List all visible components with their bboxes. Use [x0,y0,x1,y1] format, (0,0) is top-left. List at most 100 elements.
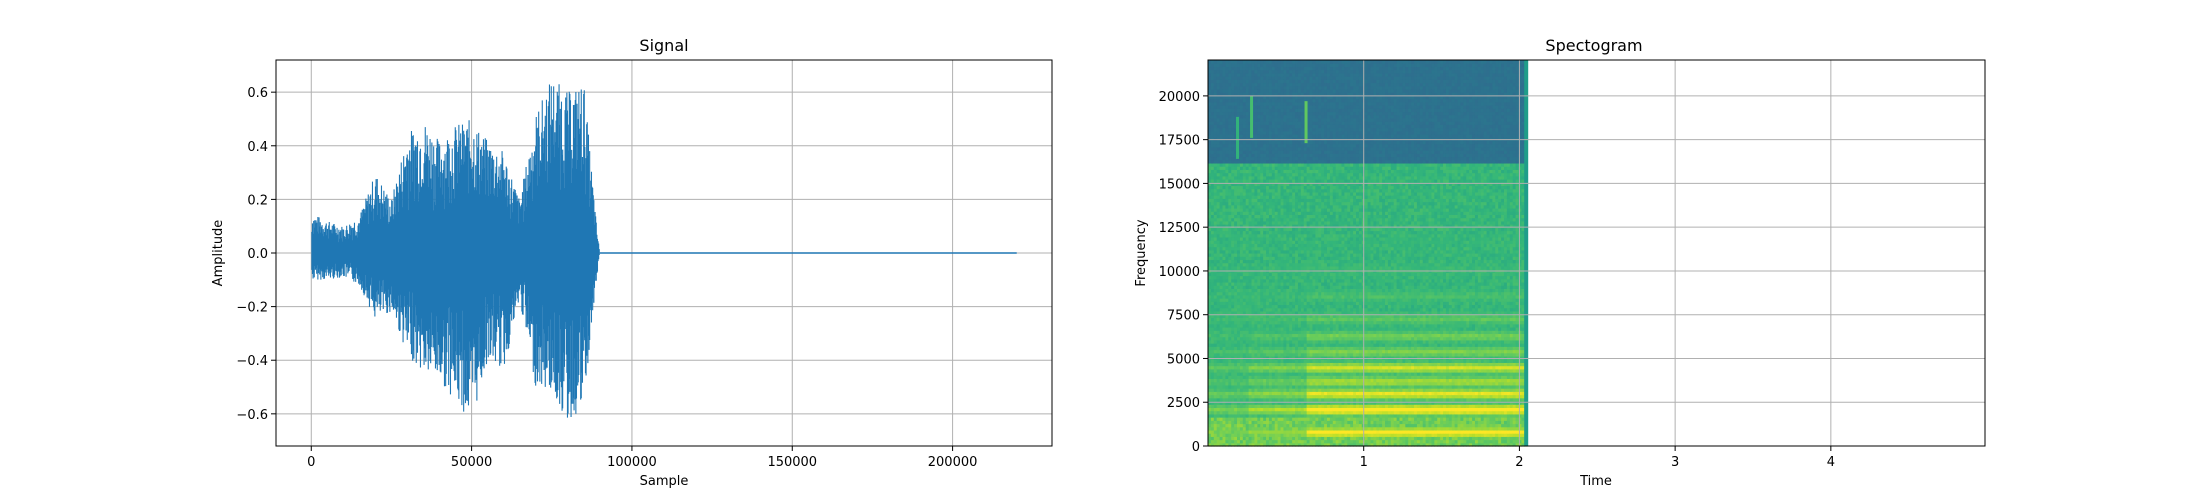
spectrogram-cell [1260,420,1264,425]
spectrogram-cell [1263,339,1267,344]
spectrogram-cell [1237,429,1241,434]
spectrogram-cell [1210,191,1215,196]
spectrogram-cell [1318,117,1322,122]
spectrogram-cell [1251,442,1256,447]
spectrogram-cell [1225,410,1229,415]
spectrogram-cell [1237,92,1241,96]
spectrogram-cell [1237,191,1241,196]
spectrogram-cell [1231,326,1235,331]
spectrogram-cell [1306,143,1311,148]
spectrogram-cell [1260,372,1264,376]
spectrogram-cell [1280,150,1285,154]
spectrogram-cell [1289,256,1293,261]
spectrogram-cell [1213,137,1218,142]
spectrogram-cell [1326,365,1331,370]
spectrogram-cell [1222,159,1227,164]
spectrogram-cell [1286,191,1290,196]
spectrogram-cell [1213,317,1218,322]
spectrogram-cell [1324,69,1328,74]
spectrogram-cell [1315,304,1319,309]
spectrogram-cell [1297,394,1302,399]
spectrogram-cell [1300,310,1305,315]
spectrogram-cell [1326,372,1331,376]
spectrogram-cell [1245,82,1250,87]
spectrogram-cell [1242,105,1247,109]
spectrogram-cell [1309,220,1314,225]
spectrogram-cell [1254,82,1258,87]
spectrogram-cell [1245,233,1250,238]
spectrogram-cell [1266,79,1270,84]
spectrogram-cell [1263,355,1267,360]
spectrogram-cell [1239,330,1244,335]
spectrogram-cell [1315,301,1319,306]
spectrogram-cell [1277,285,1282,289]
spectrogram-cell [1225,233,1229,238]
spectrogram-cell [1237,285,1241,289]
spectrogram-cell [1263,368,1267,373]
spectrogram-cell [1324,76,1328,80]
spectrogram-cell [1245,333,1250,338]
spectrogram-cell [1210,394,1215,399]
spectrogram-cell [1237,388,1241,392]
spectrogram-cell [1286,227,1290,232]
spectrogram-cell [1324,191,1328,196]
spectrogram-cell [1254,191,1258,196]
spectrogram-cell [1237,230,1241,235]
spectrogram-cell [1318,339,1322,344]
spectrogram-cell [1309,124,1314,129]
spectrogram-cell [1324,217,1328,222]
spectrogram-cell [1324,211,1328,215]
spectrogram-cell [1263,262,1267,267]
spectrogram-cell [1260,230,1264,235]
spectrogram-cell [1309,172,1314,177]
spectrogram-cell [1303,256,1308,261]
spectrogram-cell [1312,349,1316,354]
spectrogram-cell [1271,150,1276,154]
spectrogram-cell [1231,317,1235,322]
spectrogram-cell [1242,182,1247,187]
spectrogram-cell [1326,400,1331,405]
spectrogram-cell [1213,433,1218,437]
spectrogram-cell [1216,372,1221,376]
spectrogram-cell [1268,92,1273,96]
spectrogram-cell [1297,355,1302,360]
spectrogram-cell [1216,66,1221,71]
spectrogram-cell [1234,310,1238,315]
spectrogram-cell [1289,272,1293,277]
spectrogram-cell [1222,285,1227,289]
spectrogram-cell [1280,288,1285,293]
spectrogram-cell [1312,339,1316,344]
spectrogram-cell [1300,272,1305,277]
spectrogram-cell [1248,207,1253,212]
spectrogram-cell [1239,133,1244,138]
spectrogram-cell [1228,355,1232,360]
spectrogram-cell [1312,101,1316,106]
spectrogram-cell [1324,433,1328,437]
spectrogram-cell [1324,233,1328,238]
spectrogram-cell [1318,304,1322,309]
spectrogram-cell [1251,429,1256,434]
spectrogram-cell [1324,375,1328,380]
spectrogram-cell [1251,413,1256,418]
spectrogram-cell [1324,124,1328,129]
spectrogram-cell [1303,359,1308,363]
spectrogram-cell [1254,365,1258,370]
spectrogram-cell [1295,191,1299,196]
spectrogram-cell [1289,304,1293,309]
spectrogram-cell [1300,92,1305,96]
spectrogram-cell [1309,137,1314,142]
spectrogram-cell [1263,310,1267,315]
spectrogram-cell [1251,169,1256,174]
spectrogram-cell [1239,143,1244,148]
spectrogram-cell [1216,281,1221,286]
spectrogram-cell [1213,307,1218,312]
spectrogram-cell [1213,301,1218,306]
spectrogram-cell [1306,359,1311,363]
spectrogram-cell [1213,253,1218,257]
spectrogram-cell [1245,227,1250,232]
spectrogram-cell [1297,288,1302,293]
spectrogram-cell [1219,362,1224,367]
spectrogram-cell [1245,326,1250,331]
spectrogram-cell [1309,400,1314,405]
spectrogram-cell [1309,388,1314,392]
